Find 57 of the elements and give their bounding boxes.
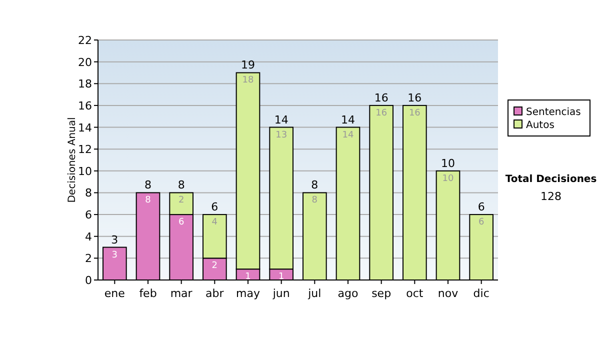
data-label: 1 — [278, 272, 284, 282]
text: 128 — [540, 190, 562, 203]
y-tick-label: 4 — [85, 230, 92, 244]
x-tick-label: jun — [272, 287, 290, 300]
legend-label: Autos — [526, 120, 554, 131]
data-label: 14 — [342, 130, 354, 140]
y-tick-label: 14 — [78, 121, 92, 134]
data-label: 6 — [178, 218, 184, 228]
total-label: 14 — [341, 113, 355, 126]
legend-label: Sentencias — [526, 107, 581, 118]
total-label: 19 — [241, 58, 255, 72]
data-label: 18 — [242, 76, 254, 86]
y-tick-label: 10 — [78, 164, 92, 178]
text: Total Decisiones — [505, 174, 597, 185]
x-tick-label: mar — [170, 287, 193, 300]
x-tick-label: may — [236, 287, 260, 300]
total-label: 14 — [274, 113, 288, 126]
data-label: 4 — [212, 218, 218, 228]
data-label: 8 — [145, 196, 152, 206]
y-tick-label: 2 — [85, 252, 92, 266]
y-tick-label: 8 — [85, 186, 92, 200]
data-label: 2 — [212, 261, 218, 272]
y-tick-label: 0 — [85, 274, 92, 287]
total-label: 6 — [478, 200, 485, 214]
data-label: 6 — [478, 218, 484, 228]
y-tick-label: 20 — [78, 56, 92, 69]
total-label: 16 — [374, 91, 388, 104]
data-label: 16 — [376, 108, 388, 118]
data-label: 1 — [245, 272, 251, 282]
data-label: 10 — [442, 174, 454, 184]
y-axis-title: Decisiones Anual — [67, 117, 78, 203]
y-tick-label: 16 — [78, 99, 92, 112]
x-tick-label: ene — [104, 287, 126, 300]
total-label: 16 — [408, 91, 422, 104]
y-tick-label: 18 — [78, 78, 92, 91]
data-label: 3 — [112, 250, 118, 260]
data-label: 8 — [312, 196, 318, 206]
x-tick-label: ago — [338, 287, 358, 300]
total-label: 8 — [311, 178, 318, 192]
x-tick-label: nov — [438, 287, 459, 300]
x-tick-label: oct — [406, 287, 424, 300]
data-label: 13 — [276, 130, 288, 140]
x-tick-label: jul — [307, 287, 322, 300]
x-tick-label: dic — [473, 287, 490, 300]
total-label: 10 — [441, 156, 455, 170]
data-label: 16 — [408, 108, 421, 118]
total-label: 8 — [144, 178, 152, 192]
data-label: 2 — [178, 196, 184, 206]
y-tick-label: 22 — [78, 34, 92, 47]
total-label: 3 — [111, 233, 118, 246]
total-label: 6 — [211, 200, 218, 214]
x-tick-label: sep — [372, 287, 392, 300]
y-tick-label: 12 — [78, 143, 92, 156]
y-tick-label: 6 — [85, 208, 92, 222]
x-tick-label: abr — [206, 287, 224, 300]
x-tick-label: feb — [139, 287, 157, 300]
total-label: 8 — [178, 178, 185, 192]
